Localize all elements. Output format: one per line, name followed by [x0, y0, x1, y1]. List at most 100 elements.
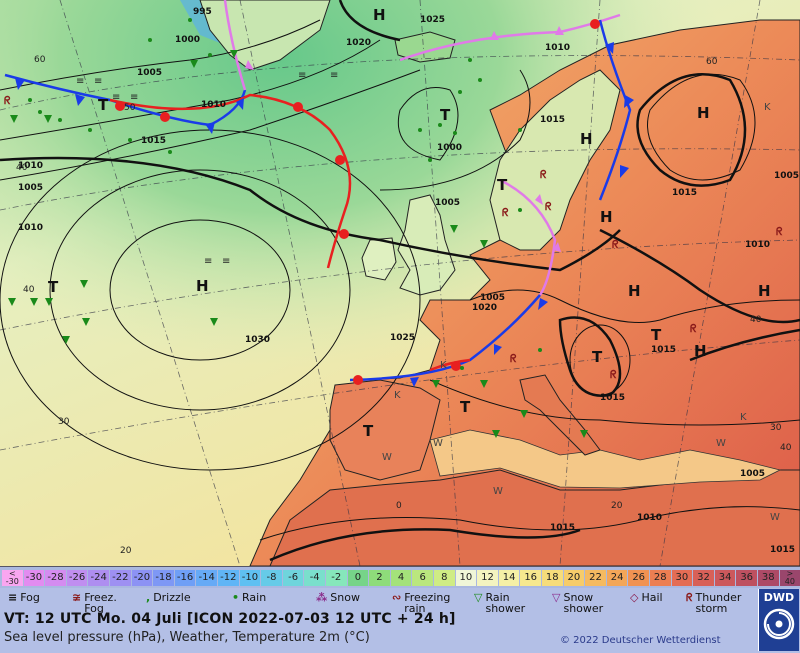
- pressure-centers: H H H H H H H H T T T T T T T T: [48, 6, 771, 440]
- svg-text:ᖇ: ᖇ: [690, 322, 697, 335]
- isobar-label: 1010: [637, 513, 662, 523]
- isobar-label: 1010: [18, 223, 43, 233]
- place-marker: W: [493, 486, 503, 497]
- isobar-label: 1015: [540, 115, 565, 125]
- legend-thunderstorm: ᖇ Thunder storm: [686, 592, 741, 614]
- pressure-center: H: [373, 6, 386, 24]
- valid-time: VT: 12 UTC Mo. 04 Juli [ICON 2022-07-03 …: [4, 611, 456, 627]
- scale-cell: > 40: [779, 570, 800, 586]
- dwd-logo-text: DWD: [763, 591, 795, 604]
- scale-cell: -2: [326, 570, 347, 586]
- fog-icon: ≡: [8, 591, 18, 604]
- hail-icon: ◇: [630, 591, 639, 604]
- scale-cell: 4: [390, 570, 412, 586]
- temperature-label: 20: [120, 546, 132, 556]
- place-marker: K: [394, 390, 401, 401]
- temperature-label: 50: [124, 103, 136, 113]
- isobar-label: 1010: [18, 161, 43, 171]
- iceland: [394, 31, 456, 63]
- place-marker: W: [433, 438, 443, 449]
- cold-front-west: [4, 73, 247, 127]
- svg-text:≡: ≡: [94, 76, 102, 87]
- isobar-labels: 995 1000 1005 1010 1015 1020 1025 1030 1015 1010 1…: [18, 7, 799, 555]
- scale-cell: 34: [714, 570, 736, 586]
- pressure-center: T: [460, 398, 471, 416]
- scale-cell: -6: [282, 570, 304, 586]
- scale-cell: -30: [23, 570, 45, 586]
- scale-cell: 6: [412, 570, 433, 586]
- scale-cell: -18: [153, 570, 174, 586]
- place-marker: W: [382, 452, 392, 463]
- scale-cell: -22: [110, 570, 131, 586]
- isobar-label: 1025: [390, 333, 415, 343]
- pressure-center: H: [196, 277, 209, 295]
- warm-front-spain: [429, 358, 471, 372]
- isobar-label: 1005: [740, 469, 765, 479]
- isobar-label: 1000: [175, 35, 200, 45]
- temperature-label: 0: [396, 501, 402, 511]
- place-markers: K K K W W W W W K: [382, 102, 780, 523]
- snow-shower-icon: ▽: [552, 591, 561, 604]
- scale-cell: -10: [239, 570, 261, 586]
- svg-text:≡: ≡: [222, 256, 230, 267]
- place-marker: K: [764, 102, 771, 113]
- fog-symbols: ≡ ≡ ≡ ≡ ≡ ≡ ≡ ≡: [76, 70, 338, 267]
- scale-cell: 26: [628, 570, 649, 586]
- svg-text:ᖇ: ᖇ: [612, 238, 619, 251]
- isobar-label: 1015: [550, 523, 575, 533]
- place-marker: W: [770, 512, 780, 523]
- isobar-label: 1030: [245, 335, 270, 345]
- legend-fog-label: Fog: [20, 591, 40, 604]
- graticule: [0, 0, 800, 566]
- iberia: [329, 379, 441, 481]
- legend-rain-label: Rain: [242, 591, 267, 604]
- temperature-label: 30: [58, 417, 70, 427]
- svg-text:≡: ≡: [112, 92, 120, 103]
- legend-hail: ◇ Hail: [630, 592, 663, 603]
- scale-cell: 28: [650, 570, 671, 586]
- shower-triangles: [8, 50, 588, 438]
- legend-snow-label: Snow: [330, 591, 360, 604]
- isobar-label: 1015: [141, 136, 166, 146]
- legend-rain: • Rain: [232, 592, 266, 603]
- freezing-rain-icon: ∾: [392, 591, 402, 604]
- pressure-center: T: [363, 422, 374, 440]
- scale-cell: 14: [498, 570, 520, 586]
- svg-text:ᖇ: ᖇ: [610, 368, 617, 381]
- pressure-center: T: [48, 278, 59, 296]
- scale-cell: 32: [693, 570, 714, 586]
- pressure-center: H: [580, 130, 593, 148]
- map-subtitle: Sea level pressure (hPa), Weather, Tempe…: [4, 630, 370, 645]
- isobar-label: 1010: [201, 100, 226, 110]
- scale-cell: -28: [45, 570, 66, 586]
- pressure-center: H: [694, 342, 707, 360]
- scandinavia: [489, 69, 621, 251]
- svg-text:ᖇ: ᖇ: [510, 352, 517, 365]
- legend-rain-shower: ▽ Rain shower: [474, 592, 525, 614]
- dwd-logo: DWD: [758, 589, 799, 651]
- scale-cell: -12: [218, 570, 239, 586]
- scale-cell: -26: [66, 570, 88, 586]
- svg-text:≡: ≡: [130, 92, 138, 103]
- legend-freezing-fog: ≆ Freez. Fog: [72, 592, 117, 614]
- weather-symbols: ᖇ ᖇ ᖇ ᖇ ᖇ ᖇ ᖇ ᖇ ᖇ ≡ ≡ ≡ ≡ ≡ ≡ ≡ ≡: [4, 18, 783, 438]
- dwd-swirl-icon: [763, 608, 795, 640]
- occluded-front-north: [223, 0, 247, 91]
- place-marker: K: [740, 412, 747, 423]
- temperature-labels: 60 50 40 40 30 20 20 0 60 40 40 30: [16, 55, 792, 556]
- major-isobars: [0, 0, 800, 562]
- temperature-label: 40: [16, 163, 28, 173]
- occluded-front-norway: [499, 178, 557, 296]
- freezing-fog-icon: ≆: [72, 591, 82, 604]
- scale-cell: -14: [196, 570, 217, 586]
- scale-cell: -24: [88, 570, 109, 586]
- isobar-label: 1015: [651, 345, 676, 355]
- isobar-label: 1020: [346, 38, 371, 48]
- pressure-center: T: [651, 326, 662, 344]
- isobar-label: 1015: [600, 393, 625, 403]
- italy: [519, 374, 601, 456]
- isobar-label: 1005: [774, 171, 799, 181]
- isobar-label: 1000: [437, 143, 462, 153]
- temperature-label: 40: [780, 443, 792, 453]
- pressure-center: H: [600, 208, 613, 226]
